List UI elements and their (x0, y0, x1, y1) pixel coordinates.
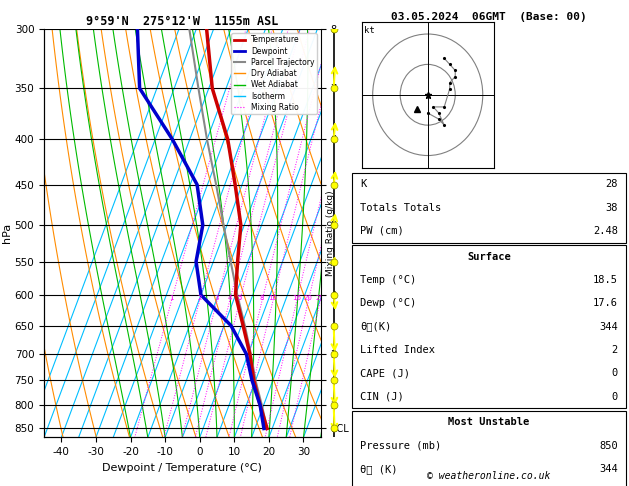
Text: 0: 0 (611, 368, 618, 378)
X-axis label: Dewpoint / Temperature (°C): Dewpoint / Temperature (°C) (103, 463, 262, 473)
Text: 25: 25 (316, 295, 325, 301)
Text: 18.5: 18.5 (593, 275, 618, 285)
Text: 28: 28 (605, 179, 618, 189)
Text: 16: 16 (292, 295, 301, 301)
Text: 2: 2 (611, 345, 618, 355)
Text: 38: 38 (605, 203, 618, 212)
Legend: Temperature, Dewpoint, Parcel Trajectory, Dry Adiabat, Wet Adiabat, Isotherm, Mi: Temperature, Dewpoint, Parcel Trajectory… (231, 33, 317, 114)
Text: CAPE (J): CAPE (J) (360, 368, 410, 378)
Text: 4: 4 (227, 295, 231, 301)
Text: kt: kt (364, 26, 375, 35)
Text: 850: 850 (599, 441, 618, 451)
Text: Temp (°C): Temp (°C) (360, 275, 416, 285)
Text: Lifted Index: Lifted Index (360, 345, 435, 355)
Bar (352, 245, 626, 408)
Text: 20: 20 (304, 295, 313, 301)
Text: 10: 10 (269, 295, 277, 301)
Y-axis label: km
ASL: km ASL (364, 233, 382, 255)
Text: 3: 3 (214, 295, 219, 301)
Bar (352, 173, 626, 243)
Text: 5: 5 (238, 295, 242, 301)
Title: 9°59'N  275°12'W  1155m ASL: 9°59'N 275°12'W 1155m ASL (86, 15, 279, 28)
Text: Most Unstable: Most Unstable (448, 417, 530, 427)
Text: Surface: Surface (467, 252, 511, 261)
Text: 17.6: 17.6 (593, 298, 618, 308)
Text: Dewp (°C): Dewp (°C) (360, 298, 416, 308)
Text: 344: 344 (599, 464, 618, 474)
Text: θᴄ(K): θᴄ(K) (360, 322, 391, 331)
Text: 344: 344 (599, 322, 618, 331)
Text: 8: 8 (260, 295, 264, 301)
Text: K: K (360, 179, 367, 189)
Text: 2: 2 (198, 295, 202, 301)
Text: 2.48: 2.48 (593, 226, 618, 236)
Text: 03.05.2024  06GMT  (Base: 00): 03.05.2024 06GMT (Base: 00) (391, 12, 587, 22)
Bar (352, 411, 626, 486)
Y-axis label: hPa: hPa (2, 223, 12, 243)
Text: 0: 0 (611, 392, 618, 401)
Text: PW (cm): PW (cm) (360, 226, 404, 236)
Text: θᴄ (K): θᴄ (K) (360, 464, 398, 474)
Text: 1: 1 (169, 295, 174, 301)
Text: CIN (J): CIN (J) (360, 392, 404, 401)
Text: Mixing Ratio (g/kg): Mixing Ratio (g/kg) (326, 191, 335, 276)
Text: © weatheronline.co.uk: © weatheronline.co.uk (427, 471, 551, 481)
Text: Totals Totals: Totals Totals (360, 203, 442, 212)
Text: Pressure (mb): Pressure (mb) (360, 441, 442, 451)
